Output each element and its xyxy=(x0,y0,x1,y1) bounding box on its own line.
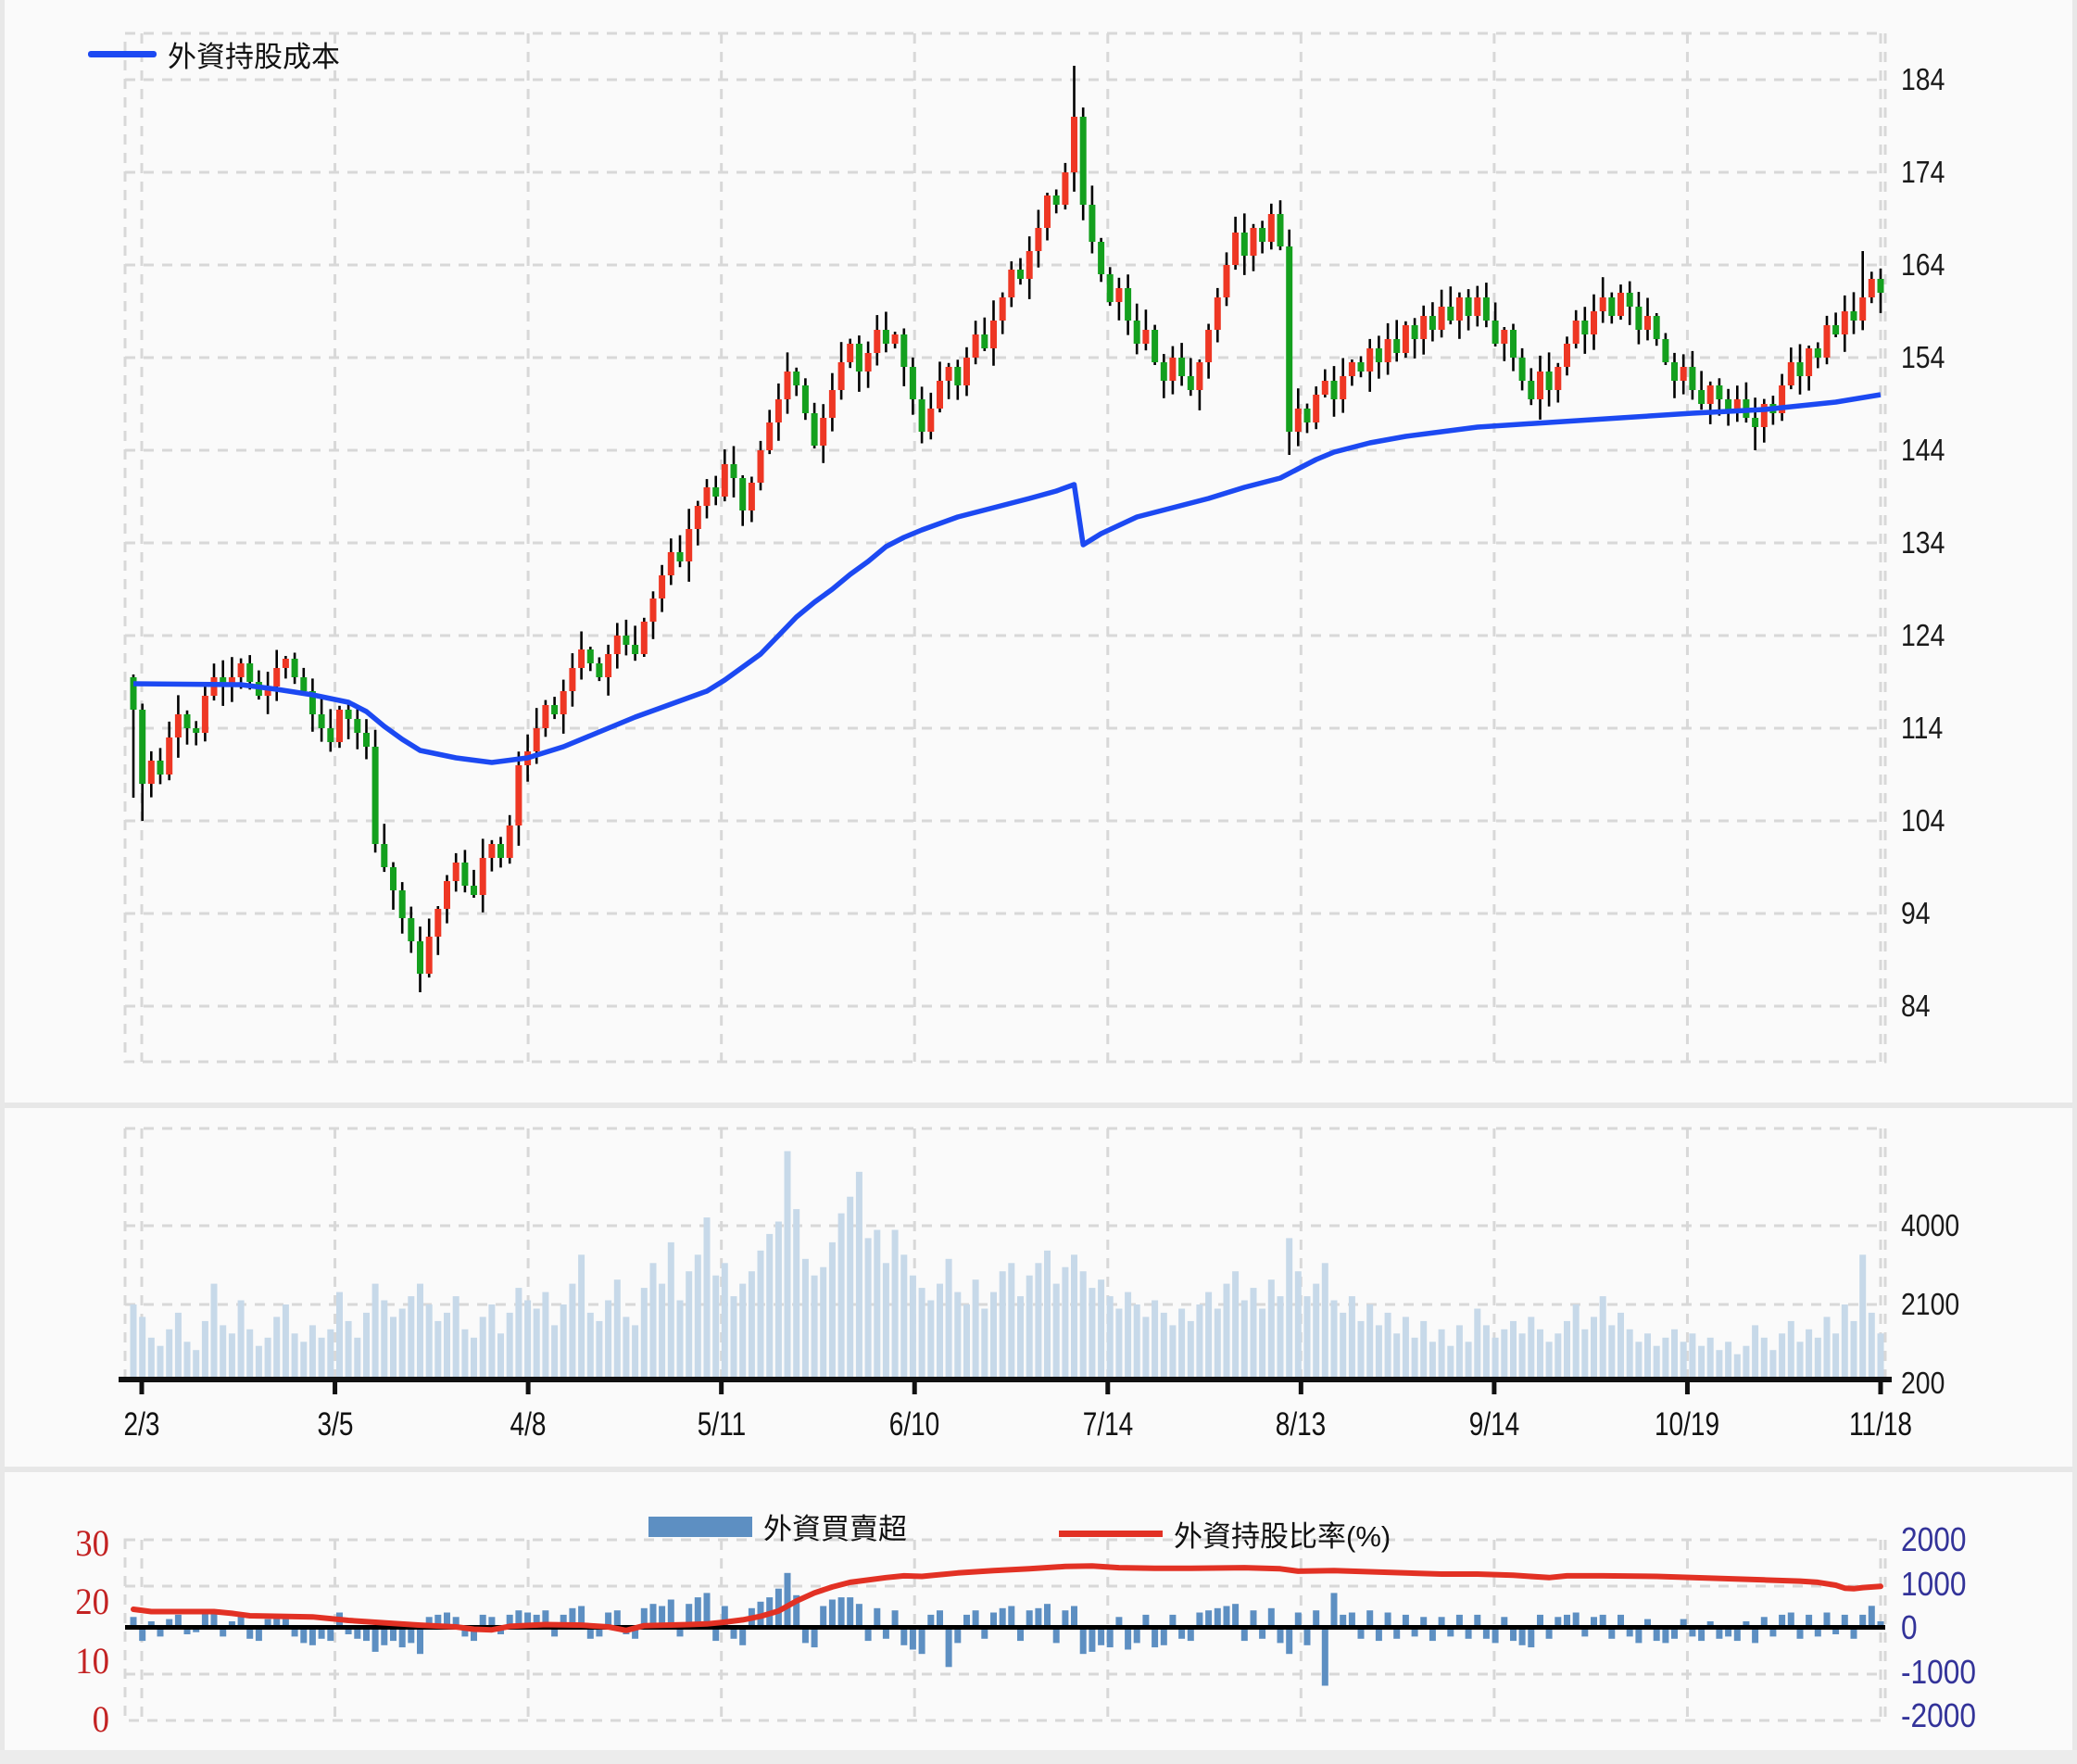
price-tick-label: 184 xyxy=(1901,62,1945,96)
legend-netbuy: 外資買賣超 xyxy=(648,1506,907,1547)
left-frame xyxy=(0,0,5,1764)
legend-cost: 外資持股成本 xyxy=(88,33,340,75)
price-tick-label: 84 xyxy=(1901,989,1931,1023)
panel-separator-2 xyxy=(0,1467,2077,1472)
ratio-tick-label: 0 xyxy=(92,1698,109,1740)
ratio-tick-label: 10 xyxy=(75,1639,109,1682)
netbuy-tick-label: 1000 xyxy=(1901,1564,1967,1603)
netbuy-bar-swatch xyxy=(648,1516,752,1537)
date-label: 8/13 xyxy=(1276,1406,1327,1443)
date-label: 3/5 xyxy=(317,1406,354,1443)
date-label: 2/3 xyxy=(123,1406,160,1443)
date-label: 5/11 xyxy=(697,1406,746,1443)
netbuy-ratio-panel[interactable] xyxy=(125,1540,1885,1720)
price-tick-label: 154 xyxy=(1901,340,1945,374)
panel-separator-1 xyxy=(0,1102,2077,1108)
netbuy-tick-label: -2000 xyxy=(1901,1696,1977,1734)
bottom-frame xyxy=(0,1750,2077,1764)
date-label: 10/19 xyxy=(1655,1406,1720,1443)
ratio-line-swatch xyxy=(1059,1531,1163,1537)
date-label: 7/14 xyxy=(1082,1406,1134,1443)
cost-line-label: 外資持股成本 xyxy=(168,41,340,73)
price-tick-label: 174 xyxy=(1901,155,1945,189)
netbuy-tick-label: 2000 xyxy=(1901,1520,1967,1558)
price-tick-label: 104 xyxy=(1901,803,1945,838)
netbuy-tick-label: -1000 xyxy=(1901,1652,1977,1691)
price-tick-label: 94 xyxy=(1901,896,1931,930)
date-label: 9/14 xyxy=(1468,1406,1520,1443)
cost-line-swatch xyxy=(88,51,157,57)
main-price-panel[interactable] xyxy=(125,33,1885,1062)
volume-tick-label: 2100 xyxy=(1901,1286,1960,1321)
right-frame xyxy=(2072,0,2077,1764)
price-tick-label: 134 xyxy=(1901,525,1945,560)
volume-tick-label: 4000 xyxy=(1901,1207,1960,1242)
volume-panel[interactable] xyxy=(125,1128,1885,1382)
date-label: 6/10 xyxy=(888,1406,940,1443)
legend-ratio: 外資持股比率(%) xyxy=(1059,1513,1391,1555)
date-label: 4/8 xyxy=(510,1406,547,1443)
price-tick-label: 164 xyxy=(1901,247,1945,282)
volume-tick-label: 200 xyxy=(1901,1366,1945,1400)
ratio-tick-label: 30 xyxy=(75,1522,109,1565)
netbuy-label: 外資買賣超 xyxy=(763,1513,907,1545)
ratio-label: 外資持股比率(%) xyxy=(1174,1520,1391,1553)
date-label: 11/18 xyxy=(1849,1406,1912,1443)
netbuy-tick-label: 0 xyxy=(1901,1608,1918,1646)
price-tick-label: 124 xyxy=(1901,618,1945,652)
price-tick-label: 144 xyxy=(1901,433,1945,467)
ratio-tick-label: 20 xyxy=(75,1581,109,1623)
price-tick-label: 114 xyxy=(1901,711,1944,745)
